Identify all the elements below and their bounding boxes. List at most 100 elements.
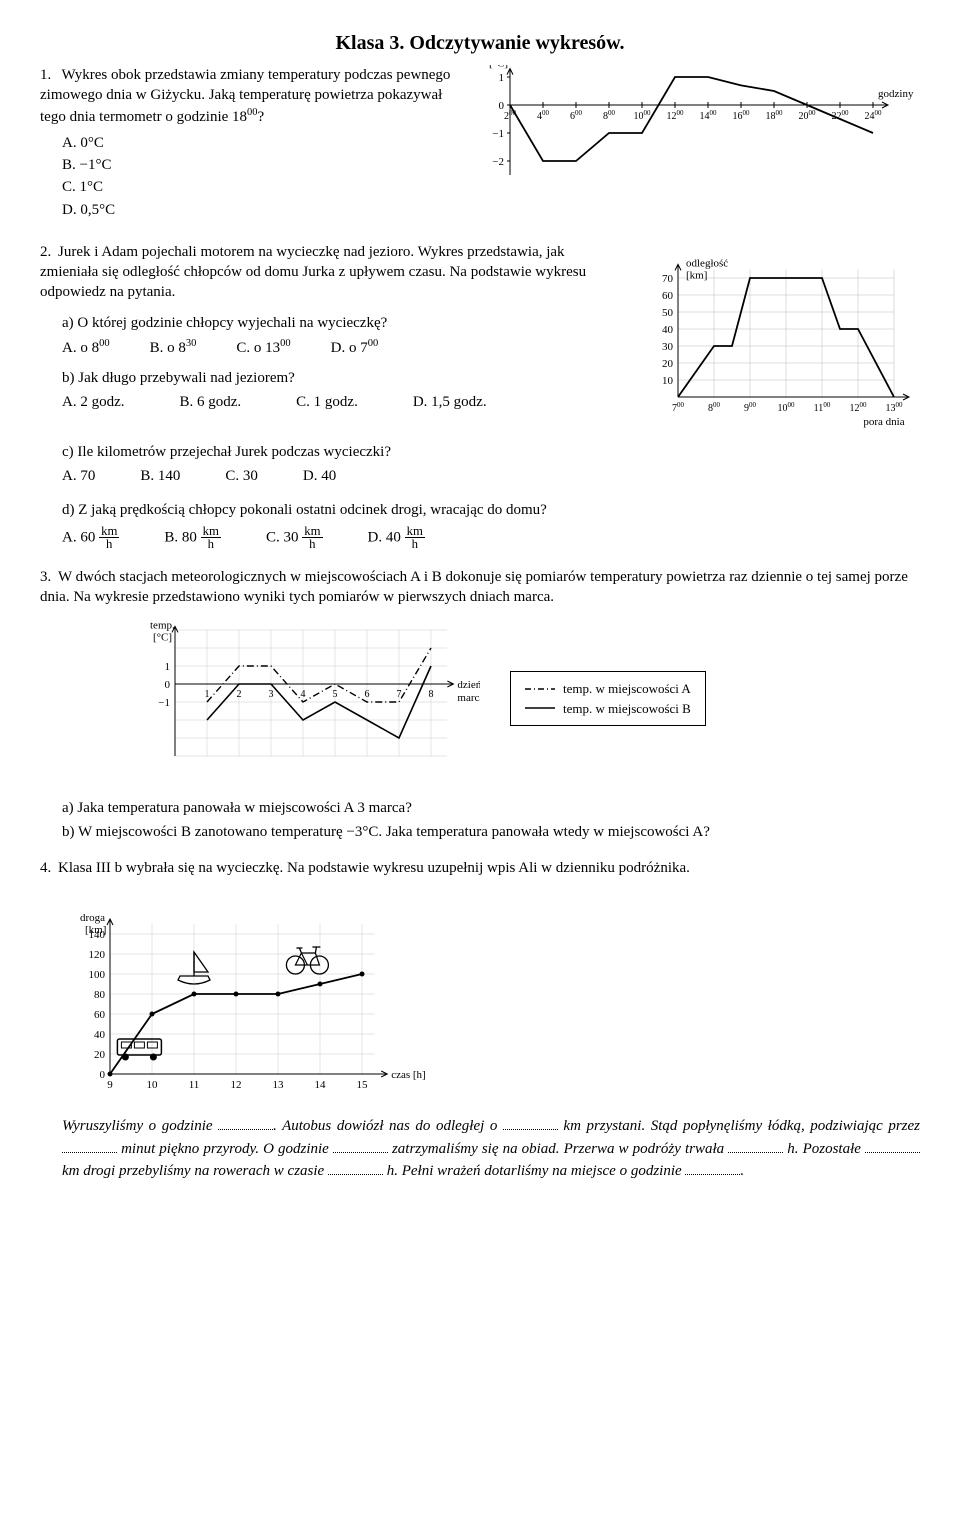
blank [218,1114,273,1130]
q3-legend: temp. w miejscowości A temp. w miejscowo… [510,671,706,726]
q2d-opt-b: B. 80 kmh [164,525,221,552]
svg-text:1: 1 [165,661,171,673]
svg-text:50: 50 [662,307,674,319]
svg-text:[°C]: [°C] [489,65,508,70]
blank [333,1137,388,1153]
q1-opt-c: C. 1°C [62,177,460,197]
svg-text:700: 700 [672,401,685,414]
q3a: a) Jaka temperatura panowała w miejscowo… [62,798,920,818]
q2a-question: a) O której godzinie chłopcy wyjechali n… [62,313,620,333]
q4-chart: droga[km]czas [h]14012010080604020091011… [40,884,460,1104]
q1-number: 1. [40,65,58,85]
svg-text:800: 800 [603,109,616,122]
svg-text:temp.: temp. [150,619,175,631]
q2d-options: A. 60 kmh B. 80 kmh C. 30 kmh D. 40 kmh [62,525,920,552]
svg-text:10: 10 [662,375,674,387]
q2c-opt-c: C. 30 [225,466,258,486]
q3-legend-a: temp. w miejscowości A [563,680,691,698]
svg-text:1: 1 [499,72,505,84]
svg-text:9: 9 [107,1079,113,1091]
svg-text:8: 8 [429,689,434,700]
q2c-opt-a: A. 70 [62,466,95,486]
svg-text:40: 40 [94,1029,106,1041]
svg-text:12: 12 [231,1079,242,1091]
svg-text:3: 3 [269,689,274,700]
blank [685,1159,740,1175]
svg-text:pora dnia: pora dnia [863,416,904,428]
question-3: 3.W dwóch stacjach meteorologicznych w m… [40,567,920,842]
svg-text:1: 1 [205,689,210,700]
svg-text:5: 5 [333,689,338,700]
q2a-opt-b: B. o 830 [150,337,197,358]
q2a-options: A. o 800 B. o 830 C. o 1300 D. o 700 [62,337,620,358]
q2a-opt-d: D. o 700 [331,337,379,358]
svg-text:120: 120 [89,949,106,961]
svg-text:0: 0 [100,1069,106,1081]
svg-text:0: 0 [165,679,171,691]
question-2: 2.Jurek i Adam pojechali motorem na wyci… [40,242,920,551]
q4-text: Klasa III b wybrała się na wycieczkę. Na… [58,860,690,876]
q2-chart: odległość[km]pora dnia706050403020107008… [640,242,920,442]
svg-text:1200: 1200 [850,401,868,414]
page-title: Klasa 3. Odczytywanie wykresów. [40,30,920,57]
q3-text: W dwóch stacjach meteorologicznych w mie… [40,569,908,605]
svg-text:−1: −1 [492,128,504,140]
q2a-opt-a: A. o 800 [62,337,110,358]
svg-text:14: 14 [315,1079,327,1091]
svg-text:1300: 1300 [886,401,904,414]
q1-text-after: ? [258,109,265,125]
svg-text:1000: 1000 [778,401,796,414]
svg-text:1100: 1100 [814,401,831,414]
svg-text:czas [h]: czas [h] [391,1069,426,1081]
q1-opt-a: A. 0°C [62,133,460,153]
svg-text:11: 11 [189,1079,200,1091]
svg-text:−1: −1 [158,697,170,709]
svg-text:dzień: dzień [457,679,480,691]
q2-text: Jurek i Adam pojechali motorem na wyciec… [40,244,586,301]
q2c-options: A. 70 B. 140 C. 30 D. 40 [62,466,920,486]
svg-text:1200: 1200 [667,109,685,122]
q3b: b) W miejscowości B zanotowano temperatu… [62,822,920,842]
svg-text:[km]: [km] [686,269,707,281]
q1-opt-b: B. −1°C [62,155,460,175]
svg-text:13: 13 [273,1079,285,1091]
q2c-opt-b: B. 140 [140,466,180,486]
q2-number: 2. [40,242,58,262]
svg-text:7: 7 [397,689,402,700]
q2d-opt-a: A. 60 kmh [62,525,119,552]
svg-text:1600: 1600 [733,109,751,122]
q2b-options: A. 2 godz. B. 6 godz. C. 1 godz. D. 1,5 … [62,392,620,412]
svg-text:40: 40 [662,324,674,336]
svg-text:800: 800 [708,401,721,414]
svg-text:2400: 2400 [865,109,883,122]
svg-text:600: 600 [570,109,583,122]
svg-text:6: 6 [365,689,370,700]
blank [728,1137,783,1153]
svg-text:20: 20 [94,1049,106,1061]
svg-text:30: 30 [662,341,674,353]
q2d-opt-d: D. 40 kmh [368,525,425,552]
q2b-opt-d: D. 1,5 godz. [413,392,487,412]
svg-text:20: 20 [662,358,674,370]
q1-options: A. 0°C B. −1°C C. 1°C D. 0,5°C [62,133,460,220]
blank [865,1137,920,1153]
svg-text:2: 2 [237,689,242,700]
svg-text:1800: 1800 [766,109,784,122]
svg-text:[°C]: [°C] [153,631,172,643]
svg-text:2000: 2000 [799,109,817,122]
q1-text: Wykres obok przedstawia zmiany temperatu… [40,67,450,125]
q2b-opt-b: B. 6 godz. [180,392,242,412]
svg-text:1000: 1000 [634,109,652,122]
q1-opt-d: D. 0,5°C [62,200,460,220]
svg-text:odległość: odległość [686,257,728,269]
q3-number: 3. [40,567,58,587]
blank [503,1114,558,1130]
svg-text:400: 400 [537,109,550,122]
blank [328,1159,383,1175]
q3-legend-b: temp. w miejscowości B [563,700,691,718]
q2a-opt-c: C. o 1300 [236,337,290,358]
svg-text:60: 60 [662,290,674,302]
q1-sup: 00 [247,107,258,118]
svg-text:godziny: godziny [878,88,914,100]
svg-text:4: 4 [301,689,306,700]
